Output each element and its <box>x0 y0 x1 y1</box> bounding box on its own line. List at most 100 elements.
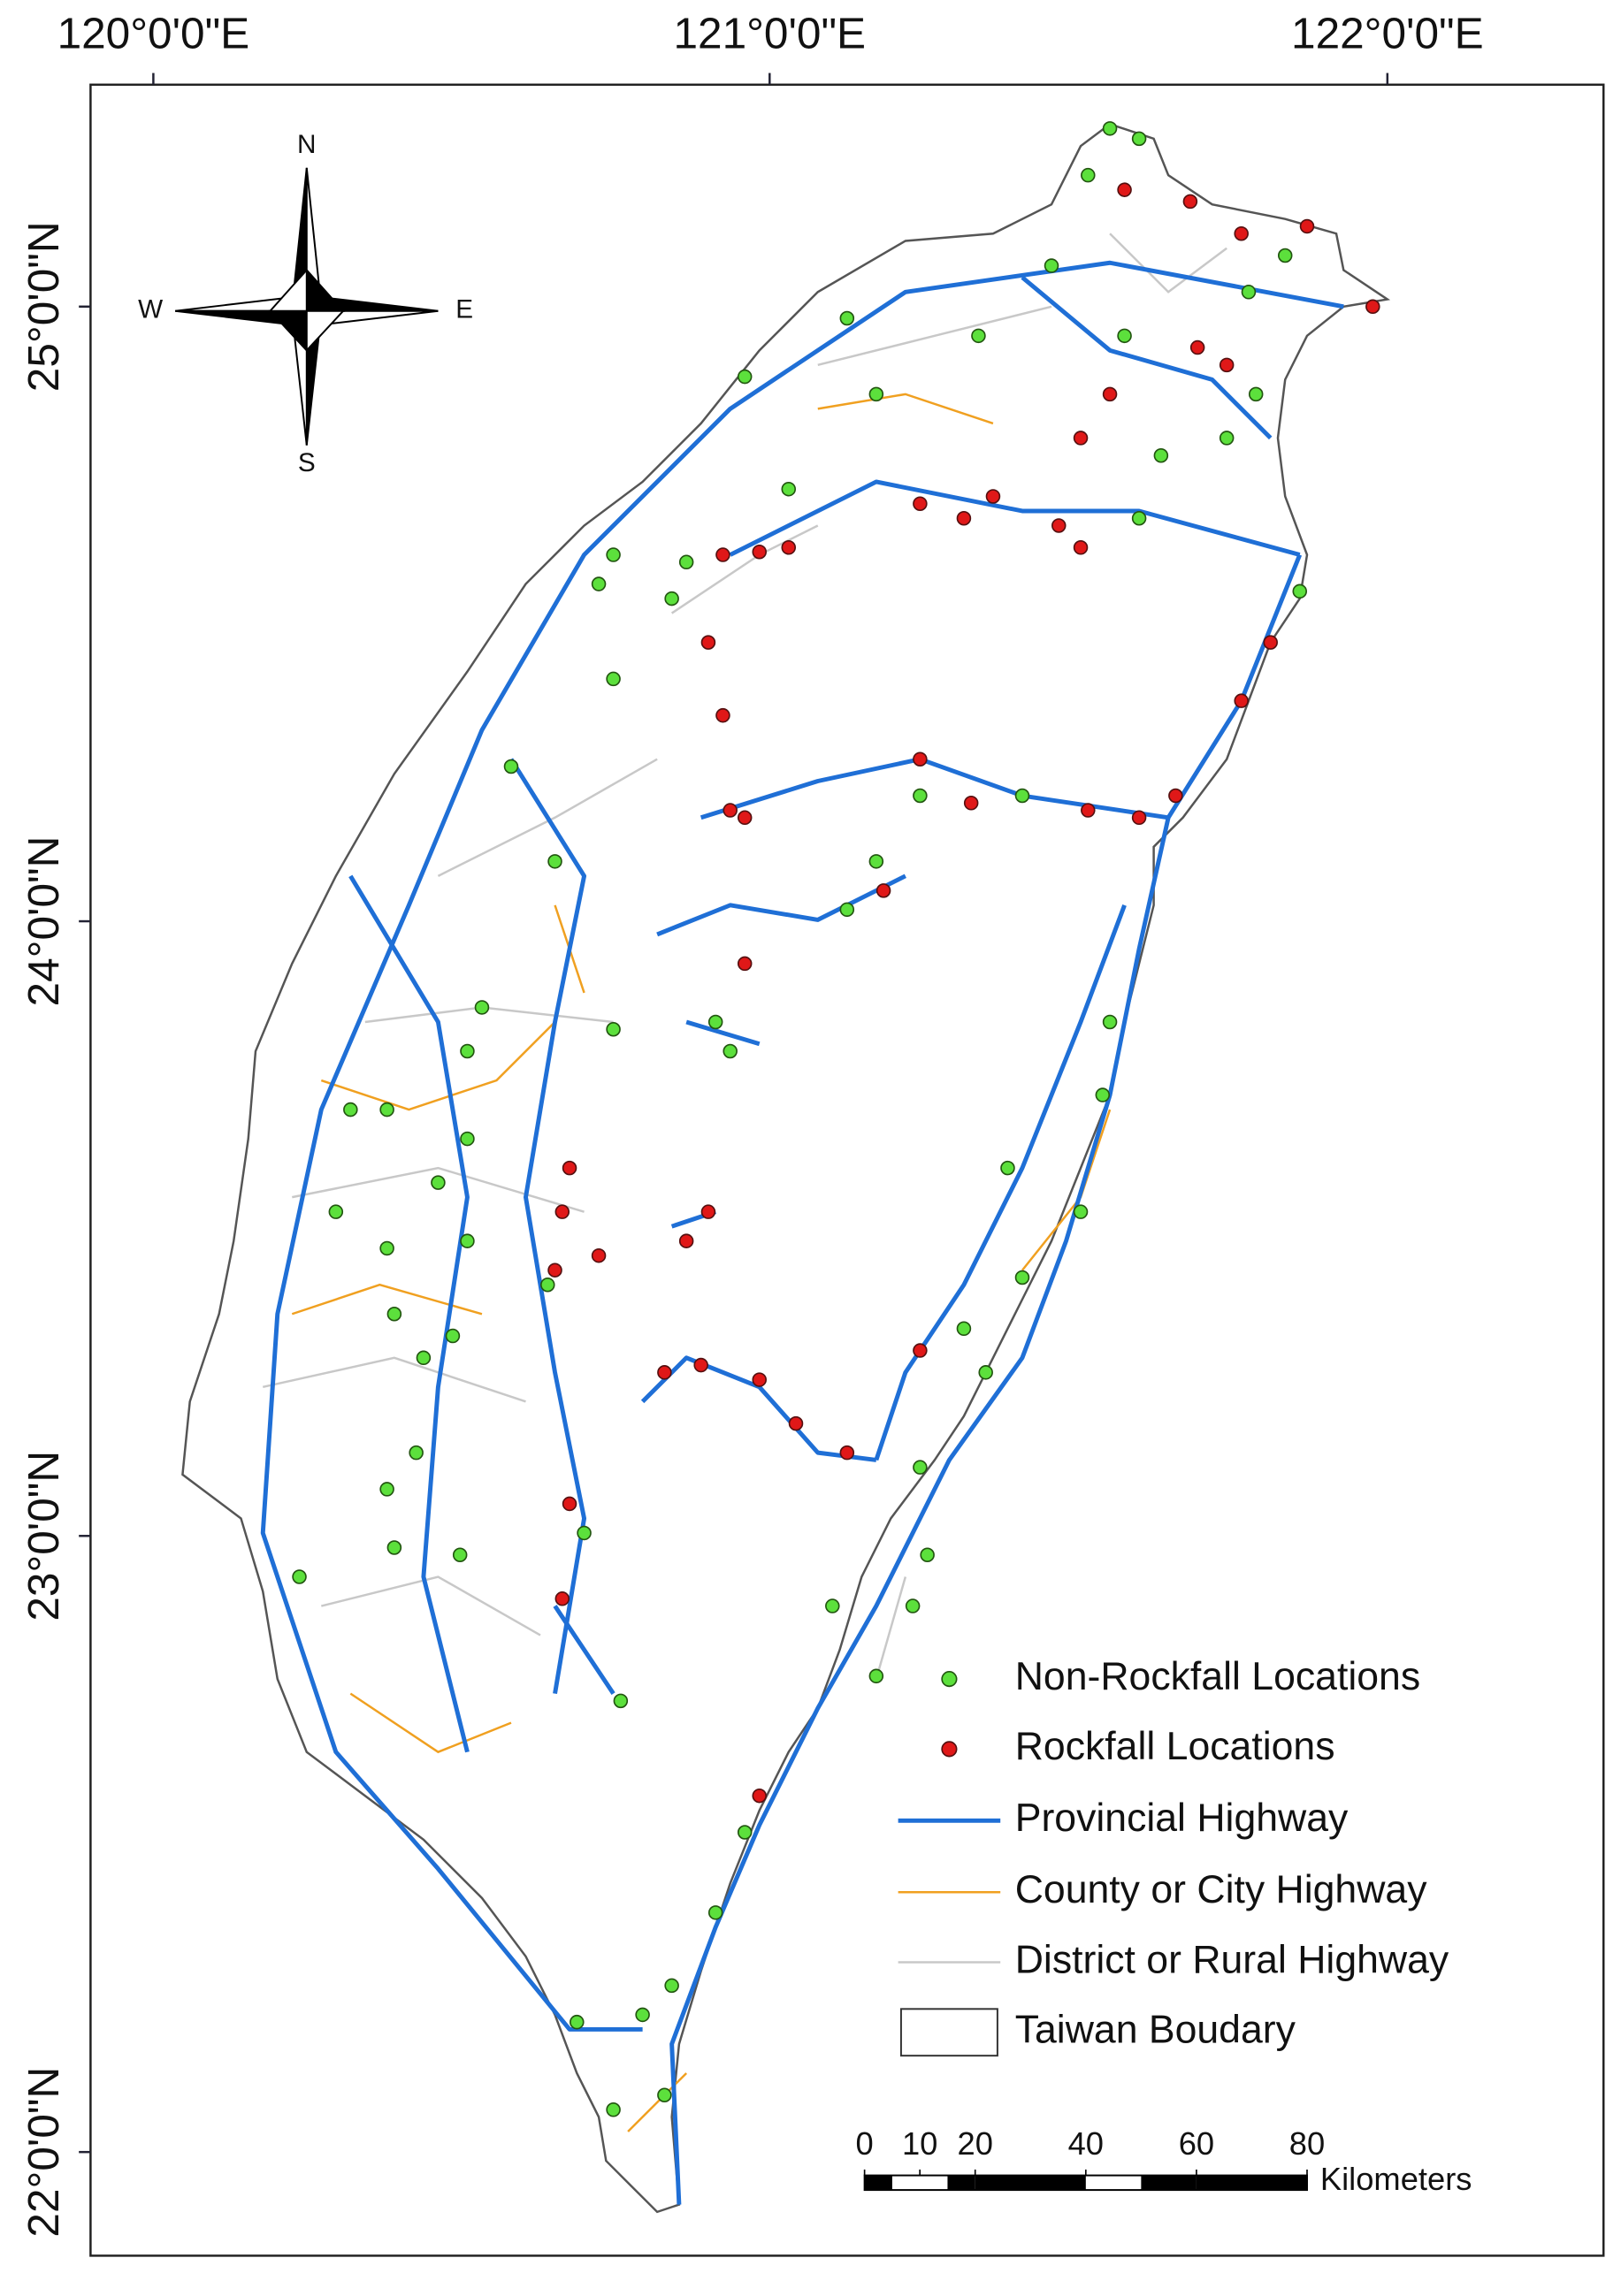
county-road <box>291 1283 483 1316</box>
rockfall-point <box>1131 810 1147 826</box>
rockfall-point <box>737 956 753 972</box>
non-rockfall-point <box>1014 1270 1030 1285</box>
provincial-road <box>669 553 1303 2205</box>
non-rockfall-point <box>920 1547 935 1562</box>
rockfall-point <box>1117 182 1132 197</box>
scale-tick-label: 10 <box>902 2125 937 2162</box>
scale-tick-label: 80 <box>1289 2125 1325 2162</box>
district-road <box>292 1166 585 1213</box>
non-rockfall-point <box>956 1321 972 1337</box>
provincial-road <box>260 260 1344 2032</box>
scale-tick-label: 60 <box>1179 2125 1214 2162</box>
non-rockfall-point <box>328 1204 344 1219</box>
non-rockfall-point <box>737 369 753 385</box>
rockfall-point <box>913 751 928 767</box>
county-road <box>320 1021 556 1111</box>
non-rockfall-point <box>460 1233 475 1248</box>
non-rockfall-point <box>452 1547 468 1562</box>
non-rockfall-point <box>1131 131 1147 147</box>
lon-label: 122°0'0"E <box>1291 9 1484 57</box>
non-rockfall-point <box>1014 788 1030 804</box>
lat-label: 23°0'0"N <box>19 1451 68 1621</box>
scale-tick-label: 40 <box>1068 2125 1104 2162</box>
legend-label: Provincial Highway <box>1015 1796 1349 1840</box>
rockfall-point <box>839 1445 855 1461</box>
rockfall-point <box>591 1247 607 1263</box>
compass-west: W <box>138 295 163 324</box>
rockfall-point <box>700 1204 716 1219</box>
non-rockfall-point <box>386 1540 402 1555</box>
rockfall-point <box>1219 357 1235 373</box>
non-rockfall-point <box>868 1668 884 1684</box>
non-rockfall-point <box>409 1445 424 1461</box>
non-rockfall-point <box>1292 584 1308 599</box>
legend-label: Non-Rockfall Locations <box>1015 1655 1420 1698</box>
non-rockfall-point <box>839 310 855 326</box>
legend-label: Taiwan Boudary <box>1015 2009 1296 2052</box>
non-rockfall-point <box>635 2007 650 2023</box>
non-rockfall-point <box>460 1131 475 1147</box>
non-rockfall-point <box>1277 248 1293 263</box>
rockfall-point <box>1365 299 1380 315</box>
legend-label: County or City Highway <box>1015 1868 1427 1911</box>
non-rockfall-point <box>657 2087 672 2103</box>
legend-swatch <box>899 2008 998 2057</box>
compass-north: N <box>297 130 316 159</box>
non-rockfall-point <box>379 1482 394 1497</box>
rockfall-point <box>1234 225 1249 241</box>
non-rockfall-point <box>379 1240 394 1256</box>
compass-south: S <box>298 448 316 477</box>
non-rockfall-point <box>577 1525 592 1541</box>
rockfall-point <box>752 1788 767 1804</box>
scale-bar-segment <box>975 2175 1086 2191</box>
rockfall-point <box>1051 518 1067 533</box>
rockfall-point <box>554 1204 570 1219</box>
rockfall-point <box>1182 194 1198 210</box>
non-rockfall-point <box>1081 167 1096 183</box>
provincial-road <box>656 873 906 937</box>
scale-bar-segment <box>1141 2175 1197 2191</box>
rockfall-point <box>737 810 753 826</box>
rockfall-point <box>554 1591 570 1606</box>
non-rockfall-point <box>416 1350 432 1366</box>
non-rockfall-point <box>1241 285 1257 300</box>
non-rockfall-point <box>606 1021 621 1037</box>
non-rockfall-point <box>913 788 928 804</box>
non-rockfall-point <box>292 1569 307 1584</box>
rockfall-point <box>715 707 730 723</box>
non-rockfall-point <box>343 1102 358 1117</box>
district-road <box>321 1575 541 1636</box>
road-network <box>260 233 1344 2205</box>
rockfall-point <box>1263 635 1278 650</box>
non-rockfall-point <box>781 481 797 497</box>
non-rockfall-point <box>1153 447 1169 463</box>
non-rockfall-point <box>445 1328 461 1344</box>
rockfall-point <box>562 1160 577 1176</box>
non-rockfall-point <box>591 576 607 591</box>
rockfall-point <box>723 803 738 818</box>
rockfall-point <box>913 496 928 511</box>
rockfall-point <box>788 1415 804 1431</box>
rockfall-point <box>913 1343 928 1358</box>
compass-east: E <box>455 295 473 324</box>
lat-label: 25°0'0"N <box>19 221 68 392</box>
non-rockfall-point <box>971 328 986 344</box>
non-rockfall-point <box>503 759 519 774</box>
scale-bar-segment <box>1196 2175 1308 2191</box>
non-rockfall-point <box>1000 1160 1015 1176</box>
legend: Non-Rockfall Locations Rockfall Locations… <box>898 1655 1449 2057</box>
non-rockfall-point <box>386 1307 402 1322</box>
lon-label: 120°0'0"E <box>57 9 250 57</box>
non-rockfall-point <box>570 2014 585 2030</box>
non-rockfall-point <box>737 1825 753 1840</box>
rockfall-point <box>875 883 891 898</box>
taiwan-boundary <box>181 122 1391 2214</box>
non-rockfall-point <box>606 547 621 562</box>
rockfall-point <box>956 510 972 526</box>
scale-bar-segment <box>947 2175 975 2191</box>
rockfall-point <box>781 540 797 555</box>
rockfall-point <box>657 1365 672 1380</box>
rockfall-point <box>1073 540 1089 555</box>
